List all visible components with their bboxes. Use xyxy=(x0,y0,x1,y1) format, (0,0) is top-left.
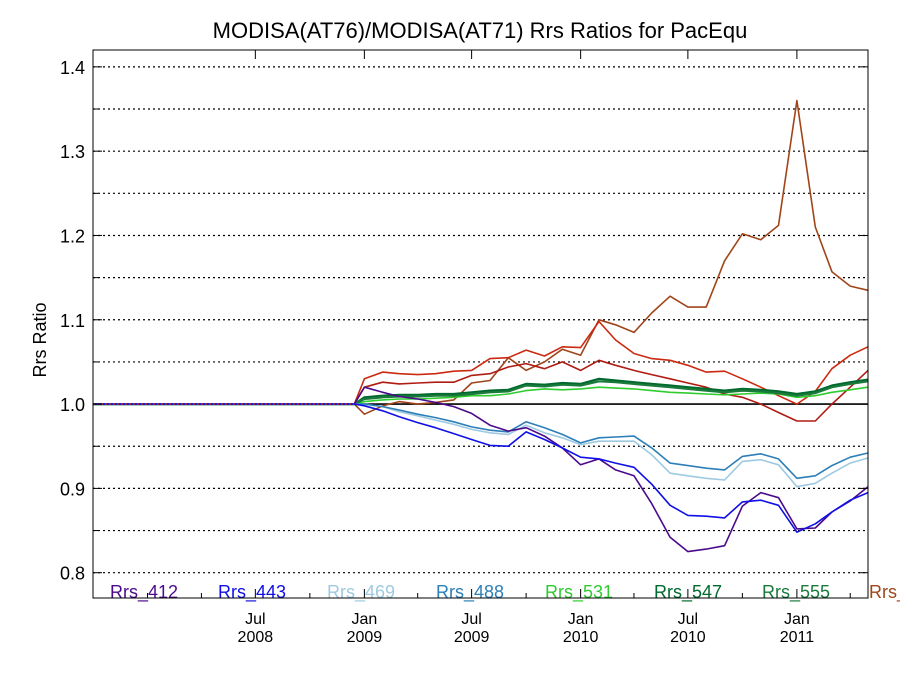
y-tick-label: 0.8 xyxy=(60,564,85,584)
legend-entry-rrs-531: Rrs_531 xyxy=(545,582,613,603)
legend-entry-rrs-547: Rrs_547 xyxy=(654,582,722,603)
series-line-rrs-667 xyxy=(93,359,869,422)
legend-layer: Rrs_412 Rrs_443 Rrs_469 Rrs_488 Rrs_531 Rrs_5… xyxy=(110,582,900,603)
x-tick-month: Jan xyxy=(351,611,377,628)
x-tick-month: Jan xyxy=(784,611,810,628)
legend-entry-rrs: Rrs_ xyxy=(869,582,900,603)
x-tick-month: Jan xyxy=(568,611,594,628)
grid-layer xyxy=(93,66,868,574)
series-layer xyxy=(93,99,869,553)
series-line-rrs-443 xyxy=(93,403,869,534)
x-tick-year: 2009 xyxy=(454,629,490,646)
y-tick-label: 1.1 xyxy=(60,311,85,331)
series-line-rrs-469 xyxy=(93,403,869,488)
series-line-rrs-412 xyxy=(93,386,869,553)
plot-frame xyxy=(92,49,869,599)
y-axis-label: Rrs Ratio xyxy=(30,302,50,377)
series-line-rrs-547 xyxy=(93,377,869,406)
x-tick-year: 2008 xyxy=(238,629,274,646)
x-tick-year: 2010 xyxy=(670,629,706,646)
legend-entry-rrs-555: Rrs_555 xyxy=(762,582,830,603)
x-tick-year: 2009 xyxy=(347,629,383,646)
y-tick-label: 1.4 xyxy=(60,58,85,78)
series-line-rrs-555 xyxy=(93,380,869,406)
y-tick-label: 1.0 xyxy=(60,395,85,415)
x-tick-month: Jul xyxy=(461,611,481,628)
y-tick-label: 0.9 xyxy=(60,479,85,499)
x-tick-month: Jul xyxy=(245,611,265,628)
x-tick-year: 2011 xyxy=(780,629,815,646)
series-line-rrs-678 xyxy=(93,99,869,416)
y-tick-label: 1.3 xyxy=(60,142,85,162)
series-line-rrs-488 xyxy=(93,403,869,480)
axis-layer: 0.80.91.01.11.21.31.4Jul2008Jan2009Jul20… xyxy=(60,50,868,646)
legend-entry-rrs-412: Rrs_412 xyxy=(110,582,178,603)
y-tick-label: 1.2 xyxy=(60,226,85,246)
legend-entry-rrs-443: Rrs_443 xyxy=(218,582,286,603)
x-tick-month: Jul xyxy=(678,611,698,628)
chart-title: MODISA(AT76)/MODISA(AT71) Rrs Ratios for… xyxy=(213,18,748,43)
legend-entry-rrs-488: Rrs_488 xyxy=(436,582,504,603)
legend-entry-rrs-469: Rrs_469 xyxy=(327,582,395,603)
x-tick-year: 2010 xyxy=(563,629,599,646)
series-line-rrs-645 xyxy=(93,320,869,405)
